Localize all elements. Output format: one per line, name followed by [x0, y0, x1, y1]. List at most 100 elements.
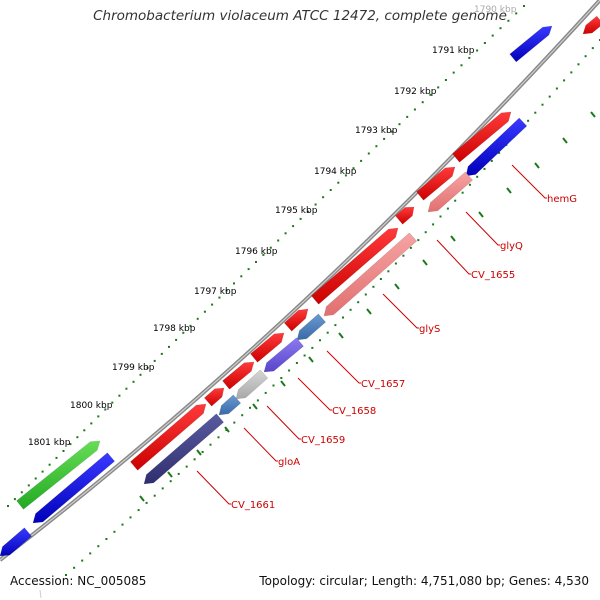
ruler-inner-dot: [161, 487, 164, 490]
ruler-inner-dot: [468, 183, 471, 186]
gene-label: glyS: [419, 324, 440, 335]
ruler-outer-dot: [314, 203, 317, 206]
gene-arrow-reverse: [296, 313, 327, 341]
ruler-outer-dot: [523, 5, 525, 7]
ruler-outer-dot: [398, 123, 401, 126]
ruler-outer-dot: [255, 261, 257, 263]
ruler-inner-dot: [65, 574, 67, 576]
ruler-outer-dot: [20, 491, 23, 494]
ruler-label: 1801 kbp: [28, 438, 71, 448]
ruler-inner-dot: [137, 509, 140, 512]
gene-label-leader: [326, 350, 361, 384]
ruler-outer-dot: [444, 79, 447, 81]
ruler-inner-dot: [563, 79, 566, 82]
ruler-outer-dot: [189, 324, 192, 327]
ruler-outer-dot: [421, 101, 424, 104]
ruler-outer-dot: [196, 317, 199, 320]
ruler-inner-dot: [105, 538, 108, 540]
ruler-major-tick: [224, 426, 230, 433]
gene-label: CV_1661: [231, 500, 275, 511]
ruler-inner-dot: [387, 270, 390, 273]
gene-arrow-forward: [310, 227, 399, 305]
ruler-inner-dot: [193, 458, 196, 461]
ruler-inner-dot: [264, 391, 267, 394]
ruler-outer-dot: [203, 310, 206, 313]
ruler-inner-dot: [498, 151, 501, 154]
ruler-outer-dot: [322, 196, 325, 199]
ruler-outer-dot: [139, 373, 142, 376]
gene-label: CV_1659: [301, 435, 345, 446]
ruler-label: 1797 kbp: [194, 287, 237, 297]
ruler-inner-dot: [241, 414, 244, 417]
ruler-outer-dot: [13, 498, 16, 501]
ruler-outer-dot: [507, 19, 510, 22]
ruler-outer-dot: [182, 331, 185, 334]
gene-label-leader: [266, 405, 301, 440]
ruler-label: 1799 kbp: [112, 363, 155, 373]
ruler-outer-dot: [329, 189, 332, 191]
ruler-outer-dot: [515, 12, 518, 15]
ruler-outer-dot: [233, 282, 235, 285]
ruler-inner-dot: [424, 231, 427, 234]
ruler-major-tick: [562, 137, 568, 144]
ruler-label: 1794 kbp: [314, 167, 357, 177]
ruler-inner-dot: [113, 530, 116, 533]
ruler-inner-dot: [169, 480, 172, 483]
ruler-major-tick: [280, 380, 286, 387]
ruler-outer-dot: [352, 167, 355, 170]
ruler-inner-dot: [280, 377, 283, 379]
ruler-inner-dot: [476, 175, 479, 178]
ruler-outer-dot: [132, 380, 135, 383]
ruler-inner-dot: [409, 246, 412, 249]
ruler-outer-dot: [429, 93, 432, 96]
ruler-inner-dot: [364, 293, 367, 296]
ruler-outer-dot: [118, 394, 121, 397]
ruler-inner-dot: [233, 421, 236, 424]
ruler-outer-dot: [452, 71, 455, 74]
gene-arrow-reverse: [0, 527, 33, 557]
ruler-outer-dot: [262, 253, 265, 256]
ruler-outer-dot: [299, 217, 302, 220]
ruler-outer-dot: [390, 130, 393, 133]
ruler-inner-dot: [379, 278, 382, 280]
ruler-inner-dot: [584, 55, 587, 58]
gene-arrow-forward: [250, 332, 285, 363]
ruler-outer-dot: [7, 505, 9, 507]
ruler-outer-dot: [307, 210, 310, 213]
gene-arrow-forward: [416, 166, 456, 201]
ruler-outer-dot: [69, 443, 72, 446]
ruler-inner-dot: [185, 465, 188, 468]
topology-text: Topology: circular; Length: 4,751,080 bp…: [259, 574, 589, 588]
ruler-inner-dot: [272, 384, 275, 387]
ruler-inner-dot: [357, 301, 360, 304]
gene-arrow-reverse: [143, 413, 225, 485]
ruler-inner-dot: [349, 308, 352, 311]
ruler-inner-dot: [446, 207, 449, 210]
ruler-major-tick: [590, 111, 596, 118]
gene-arrow-forward: [129, 403, 207, 471]
ruler-outer-dot: [292, 225, 295, 228]
ruler-outer-dot: [218, 296, 221, 299]
ruler-inner-dot: [311, 346, 314, 349]
ruler-outer-dot: [284, 232, 287, 235]
ruler-outer-dot: [111, 401, 114, 404]
ruler-inner-dot: [461, 191, 464, 194]
ruler-outer-dot: [269, 246, 272, 249]
gene-arrow-forward: [203, 387, 225, 407]
gene-arrow-forward-green: [16, 440, 101, 510]
map-title: Chromobacterium violaceum ATCC 12472, co…: [93, 8, 507, 24]
gene-label-leader: [465, 211, 500, 246]
ruler-outer-dot: [337, 181, 340, 184]
ruler-outer-dot: [125, 387, 128, 390]
ruler-outer-dot: [104, 408, 107, 411]
ruler-outer-dot: [168, 345, 170, 348]
gene-arrow-reverse: [218, 394, 242, 416]
ruler-inner-dot: [454, 199, 457, 202]
ruler-major-tick: [478, 211, 484, 218]
ruler-inner-dot: [209, 443, 212, 446]
ruler-inner-dot: [483, 167, 486, 170]
ruler-major-tick: [252, 403, 258, 410]
ruler-label: 1795 kbp: [275, 206, 318, 216]
ruler-inner-dot: [527, 119, 530, 122]
ruler-label: 1800 kbp: [70, 401, 113, 411]
